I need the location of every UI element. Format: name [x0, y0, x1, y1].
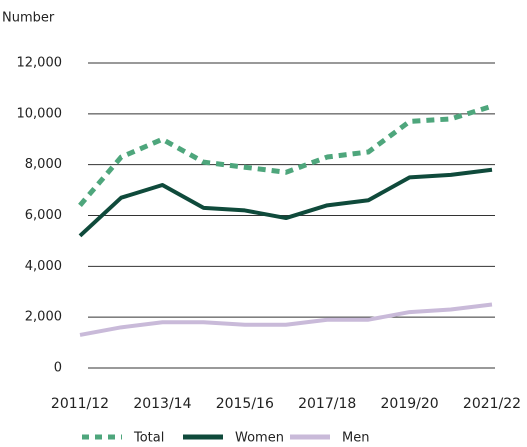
y-tick-label: 12,000: [17, 56, 63, 71]
y-tick-label: 8,000: [25, 157, 62, 172]
y-tick-label: 6,000: [25, 208, 62, 223]
x-tick-label: 2017/18: [298, 396, 356, 412]
y-tick-label: 0: [54, 361, 62, 376]
series-line: [78, 103, 493, 207]
x-tick-label: 2013/14: [133, 396, 191, 412]
x-tick-label: 2015/16: [216, 396, 274, 412]
legend-label: Men: [342, 431, 369, 446]
series-line: [79, 302, 493, 337]
x-tick-label: 2011/12: [51, 396, 109, 412]
y-tick-label: 10,000: [17, 106, 63, 121]
y-tick-label: 4,000: [25, 259, 62, 274]
legend-label: Women: [235, 431, 284, 446]
series-line: [78, 167, 493, 238]
y-tick-label: 2,000: [25, 310, 62, 325]
x-tick-label: 2019/20: [381, 396, 439, 412]
x-tick-label: 2021/22: [463, 396, 521, 412]
y-axis-label: Number: [2, 11, 55, 26]
legend-label: Total: [133, 431, 164, 446]
